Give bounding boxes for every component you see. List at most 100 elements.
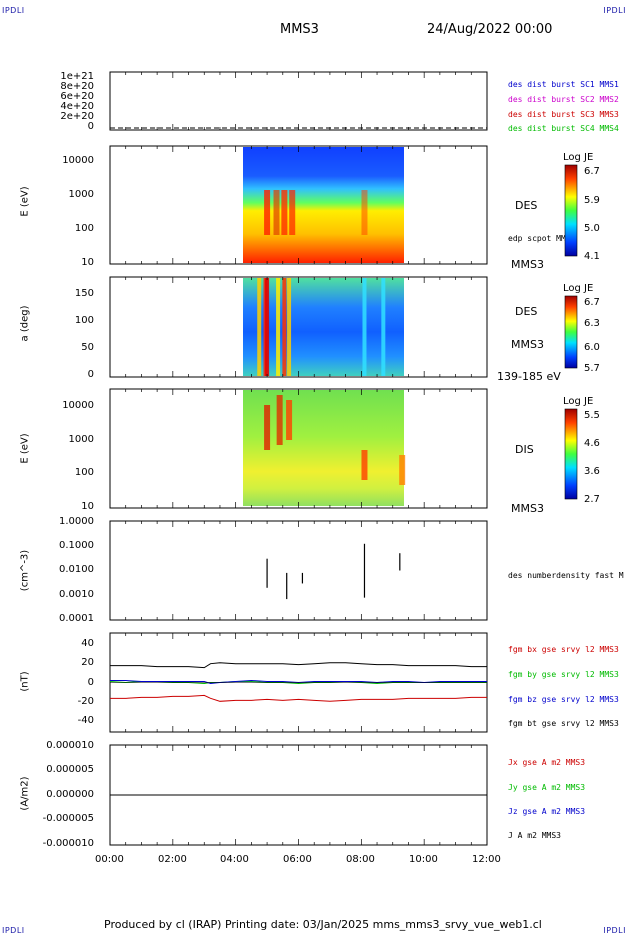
des-energy-streak xyxy=(273,190,280,235)
p5-legend: des numberdensity fast M xyxy=(508,571,624,580)
p7-legend-jy: Jy gse A m2 MMS3 xyxy=(508,783,586,792)
des-energy-streak xyxy=(289,190,296,235)
p1-ytick: 4e+20 xyxy=(60,101,94,112)
p6-legend-bt: fgm bt gse srvy l2 MMS3 xyxy=(508,719,619,728)
p2-ytick: 10000 xyxy=(62,155,94,166)
p7-ytick: 0.000005 xyxy=(46,764,94,775)
p6-legend-by: fgm by gse srvy l2 MMS3 xyxy=(508,670,619,679)
p3-colorbar-tick: 6.3 xyxy=(584,318,600,329)
p3-ytick: 50 xyxy=(81,342,94,353)
p2-colorbar-tick: 4.1 xyxy=(584,251,600,262)
des-energy-streak xyxy=(361,190,368,235)
des-energy-streak xyxy=(264,190,271,235)
p5-ytick: 1.0000 xyxy=(59,516,94,527)
p3-ytick: 150 xyxy=(74,288,94,299)
p6-legend-bx: fgm bx gse srvy l2 MMS3 xyxy=(508,645,619,654)
p4-ytick: 1000 xyxy=(68,434,94,445)
p3-colorbar-tick: 6.0 xyxy=(584,342,600,353)
p2-ytick: 10 xyxy=(81,257,94,268)
p6-ytick: 40 xyxy=(81,638,94,649)
p5-ytick: 0.0001 xyxy=(59,613,94,624)
panel-frame xyxy=(109,520,488,621)
dis-energy-streak xyxy=(286,400,293,440)
p6-ytick: -40 xyxy=(77,715,94,726)
p1-ytick: 1e+21 xyxy=(60,71,94,82)
des-pitch-angle-streak xyxy=(257,278,262,376)
p3-colorbar-tick: 5.7 xyxy=(584,363,600,374)
p4-colorbar-tick: 2.7 xyxy=(584,494,600,505)
p3-bottom-label: 139-185 eV xyxy=(497,370,561,383)
p7-legend-jz: Jz gse A m2 MMS3 xyxy=(508,807,586,816)
dis-energy-streak xyxy=(361,450,368,480)
p5-ytick: 0.0100 xyxy=(59,564,94,575)
x-tick: 06:00 xyxy=(283,854,312,865)
p4-colorbar-tick: 3.6 xyxy=(584,466,600,477)
p3-colorbar-title: Log JE xyxy=(563,283,594,294)
x-tick: 12:00 xyxy=(472,854,501,865)
p7-ytick: -0.000005 xyxy=(42,813,94,824)
p4-colorbar xyxy=(564,408,578,500)
p3-ytick: 100 xyxy=(74,315,94,326)
footer-credit: Produced by cl (IRAP) Printing date: 03/… xyxy=(104,918,542,931)
legend-mms2: des dist burst SC2 MMS2 xyxy=(508,95,619,104)
x-tick: 10:00 xyxy=(409,854,438,865)
p1-ytick: 6e+20 xyxy=(60,91,94,102)
legend-mms1: des dist burst SC1 MMS1 xyxy=(508,80,619,89)
p3-ytick: 0 xyxy=(87,369,94,380)
dis-energy-streak xyxy=(276,395,283,445)
p2-side-label: DES xyxy=(515,199,538,212)
p4-ytick: 10000 xyxy=(62,400,94,411)
p2-colorbar xyxy=(564,164,578,257)
dis-energy-streak xyxy=(264,405,271,450)
des-pitch-angle-streak xyxy=(362,278,367,376)
p2-colorbar-tick: 6.7 xyxy=(584,166,600,177)
p3-side-label: DES xyxy=(515,305,538,318)
p5-ytick: 0.1000 xyxy=(59,540,94,551)
p3-side-note: MMS3 xyxy=(511,338,544,351)
p2-ytick: 100 xyxy=(74,223,94,234)
dis-energy-streak xyxy=(399,455,406,485)
p4-bottom-label: MMS3 xyxy=(511,502,544,515)
p3-colorbar-tick: 6.7 xyxy=(584,297,600,308)
p4-colorbar-tick: 5.5 xyxy=(584,410,600,421)
x-tick: 02:00 xyxy=(158,854,187,865)
x-tick: 00:00 xyxy=(95,854,124,865)
des-pitch-angle-streak xyxy=(381,278,386,376)
p3-colorbar xyxy=(564,295,578,369)
ipdli-mark-bottom-right: IPDLI xyxy=(603,926,626,935)
des-energy-streak xyxy=(281,190,288,235)
des-pitch-angle-streak xyxy=(276,278,281,376)
datetime-title: 24/Aug/2022 00:00 xyxy=(427,22,553,37)
p2-colorbar-tick: 5.9 xyxy=(584,195,600,206)
p1-ytick: 8e+20 xyxy=(60,81,94,92)
p7-legend-jx: Jx gse A m2 MMS3 xyxy=(508,758,586,767)
p7-legend-j: J A m2 MMS3 xyxy=(508,831,561,840)
des-pitch-angle-streak xyxy=(282,278,287,376)
p4-side-label: DIS xyxy=(515,443,534,456)
spacecraft-title: MMS3 xyxy=(280,22,319,37)
p4-colorbar-tick: 4.6 xyxy=(584,438,600,449)
p6-ytick: 0 xyxy=(87,677,94,688)
ipdli-mark-top-right: IPDLI xyxy=(603,6,626,15)
p6-ytick: 20 xyxy=(81,657,94,668)
p7-ytick: 0.000000 xyxy=(46,789,94,800)
p6-ytick: -20 xyxy=(77,696,94,707)
ipdli-mark-bottom-left: IPDLI xyxy=(2,926,25,935)
p4-ytick: 100 xyxy=(74,467,94,478)
des-pitch-angle-streak xyxy=(265,278,270,376)
p5-ytick: 0.0010 xyxy=(59,589,94,600)
fgm-bt-line xyxy=(110,662,487,669)
p4-ytick: 10 xyxy=(81,501,94,512)
p7-ytick: 0.000010 xyxy=(46,740,94,751)
panel-frame xyxy=(109,71,488,131)
fgm-bx-line xyxy=(110,694,487,702)
p1-ytick: 2e+20 xyxy=(60,111,94,122)
p2-colorbar-title: Log JE xyxy=(563,152,594,163)
ipdli-mark-top-left: IPDLI xyxy=(2,6,25,15)
p2-colorbar-tick: 5.0 xyxy=(584,223,600,234)
p2-side-note: edp scpot MMS3 xyxy=(508,234,576,243)
des-pitch-angle-streak xyxy=(287,278,292,376)
p7-ytick: -0.000010 xyxy=(42,838,94,849)
x-tick: 08:00 xyxy=(346,854,375,865)
